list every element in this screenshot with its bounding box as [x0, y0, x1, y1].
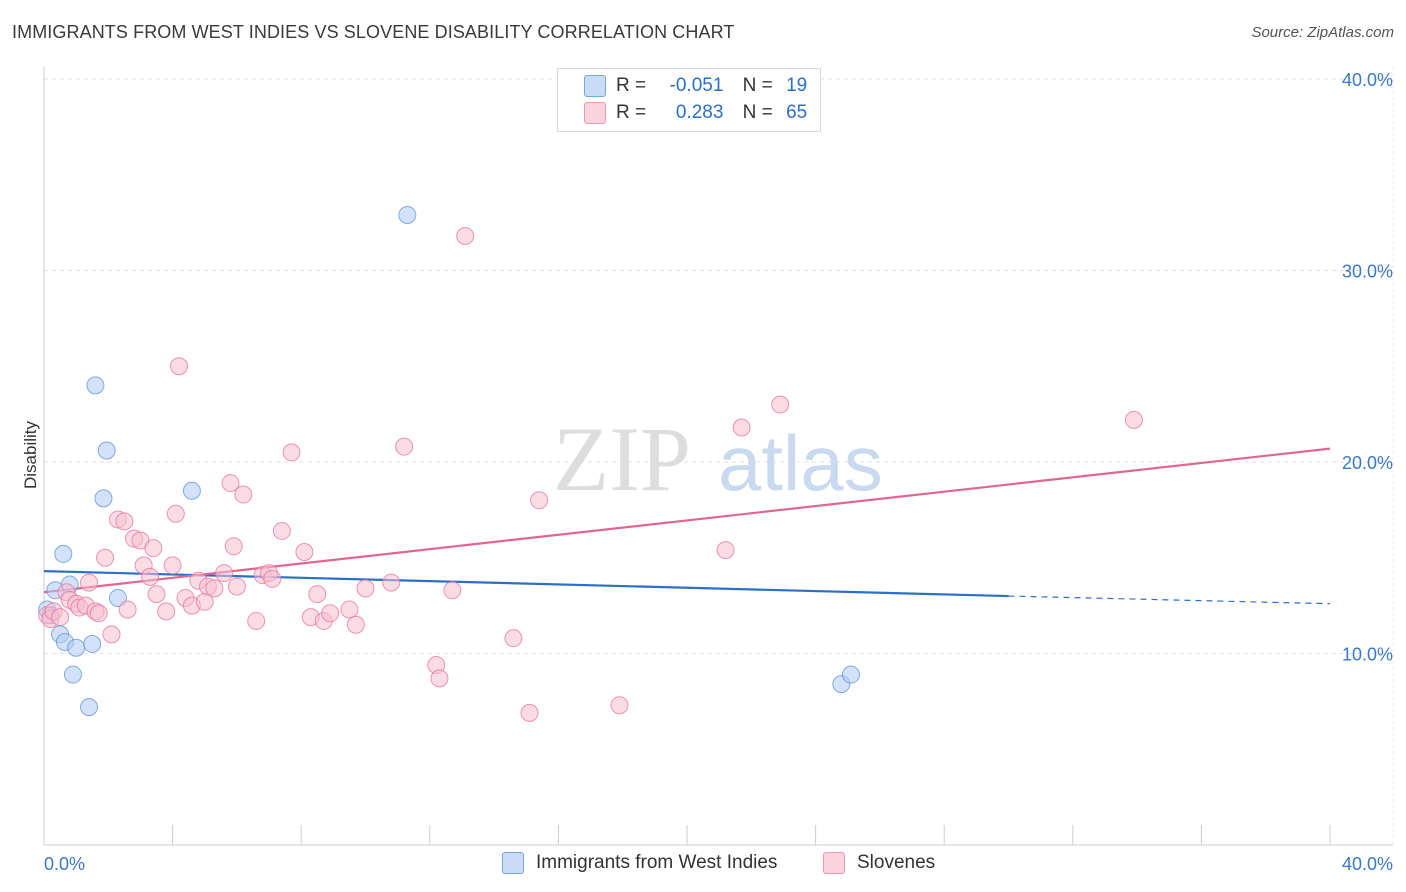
point-slovenes [295, 543, 314, 562]
watermark-zip: ZIP [553, 408, 691, 510]
point-slovenes [340, 600, 359, 619]
point-slovenes [263, 569, 282, 588]
point-slovenes [144, 539, 163, 558]
point-slovenes [272, 521, 291, 540]
point-slovenes [96, 548, 115, 567]
point-slovenes [395, 437, 414, 456]
point-slovenes [356, 579, 375, 598]
point-slovenes [80, 573, 99, 592]
point-west-indies [83, 634, 102, 653]
point-slovenes [1124, 410, 1143, 429]
point-slovenes [205, 579, 224, 598]
bottom-legend-slovenes: Slovenes [823, 852, 935, 874]
data-points [38, 205, 1143, 722]
point-west-indies [182, 481, 201, 500]
point-slovenes [141, 567, 160, 586]
point-slovenes [221, 474, 240, 493]
trend-line-west-indies-dashed [1008, 595, 1331, 605]
point-slovenes [118, 600, 137, 619]
point-slovenes [102, 625, 121, 644]
y-tick-label: 10.0% [1342, 645, 1393, 665]
bottom-legend-west-indies: Immigrants from West Indies [502, 852, 777, 874]
watermark: ZIP atlas [553, 408, 883, 510]
point-slovenes [163, 556, 182, 575]
point-slovenes [224, 537, 243, 556]
tick-labels: 10.0% 20.0% 30.0% 40.0% 0.0% 40.0% [44, 70, 1393, 874]
legend-r-label: R = [616, 102, 647, 123]
legend-r-label: R = [616, 75, 647, 96]
axes [43, 67, 1394, 846]
point-slovenes [382, 573, 401, 592]
point-slovenes [716, 541, 735, 560]
grid-lines [44, 78, 1394, 654]
y-tick-label: 20.0% [1342, 453, 1393, 473]
point-slovenes [321, 604, 340, 623]
legend-r-value: -0.051 [669, 75, 724, 96]
bottom-legend-swatch-blue [502, 852, 524, 874]
point-slovenes [771, 395, 790, 414]
bottom-legend-label: Slovenes [857, 852, 936, 873]
point-slovenes [308, 585, 327, 604]
y-tick-label: 30.0% [1342, 262, 1393, 282]
point-slovenes [430, 669, 449, 688]
point-west-indies [97, 441, 116, 460]
correlation-legend: R = -0.051 N = 19 R = 0.283 N = 65 [557, 68, 821, 132]
legend-n-value: 19 [786, 75, 808, 96]
point-slovenes [51, 608, 70, 627]
point-west-indies [80, 698, 99, 717]
point-slovenes [504, 629, 523, 648]
point-west-indies [108, 588, 127, 607]
point-slovenes [610, 696, 629, 715]
point-slovenes [346, 615, 365, 634]
point-slovenes [166, 504, 185, 523]
legend-n-label: N = [742, 102, 773, 123]
point-slovenes [147, 585, 166, 604]
legend-n-value: 65 [786, 102, 808, 123]
y-axis-label: Disability [21, 420, 40, 490]
x-tick-label: 40.0% [1342, 854, 1393, 874]
legend-swatch-pink [584, 102, 606, 124]
point-slovenes [89, 604, 108, 623]
legend-n-label: N = [742, 75, 773, 96]
point-west-indies [67, 638, 86, 657]
y-tick-label: 40.0% [1342, 70, 1393, 90]
point-slovenes [157, 602, 176, 621]
point-slovenes [247, 611, 266, 630]
point-slovenes [530, 491, 549, 510]
point-slovenes [520, 703, 539, 722]
bottom-legend-label: Immigrants from West Indies [536, 852, 778, 873]
bottom-legend-swatch-pink [823, 852, 845, 874]
source-label: Source: ZipAtlas.com [1251, 24, 1394, 41]
point-west-indies [398, 205, 417, 224]
point-slovenes [443, 581, 462, 600]
point-slovenes [115, 512, 134, 531]
x-tick-label: 0.0% [44, 854, 85, 874]
point-slovenes [227, 577, 246, 596]
point-west-indies [54, 544, 73, 563]
point-slovenes [234, 485, 253, 504]
point-slovenes [282, 443, 301, 462]
legend-swatch-blue [584, 75, 606, 97]
point-slovenes [215, 564, 234, 583]
point-west-indies [86, 376, 105, 395]
chart-title: IMMIGRANTS FROM WEST INDIES VS SLOVENE D… [12, 22, 735, 42]
point-west-indies [841, 665, 860, 684]
legend-r-value: 0.283 [675, 102, 724, 123]
point-west-indies [94, 489, 113, 508]
point-slovenes [732, 418, 751, 437]
point-west-indies [63, 665, 82, 684]
point-slovenes [456, 227, 475, 246]
point-slovenes [170, 357, 189, 376]
